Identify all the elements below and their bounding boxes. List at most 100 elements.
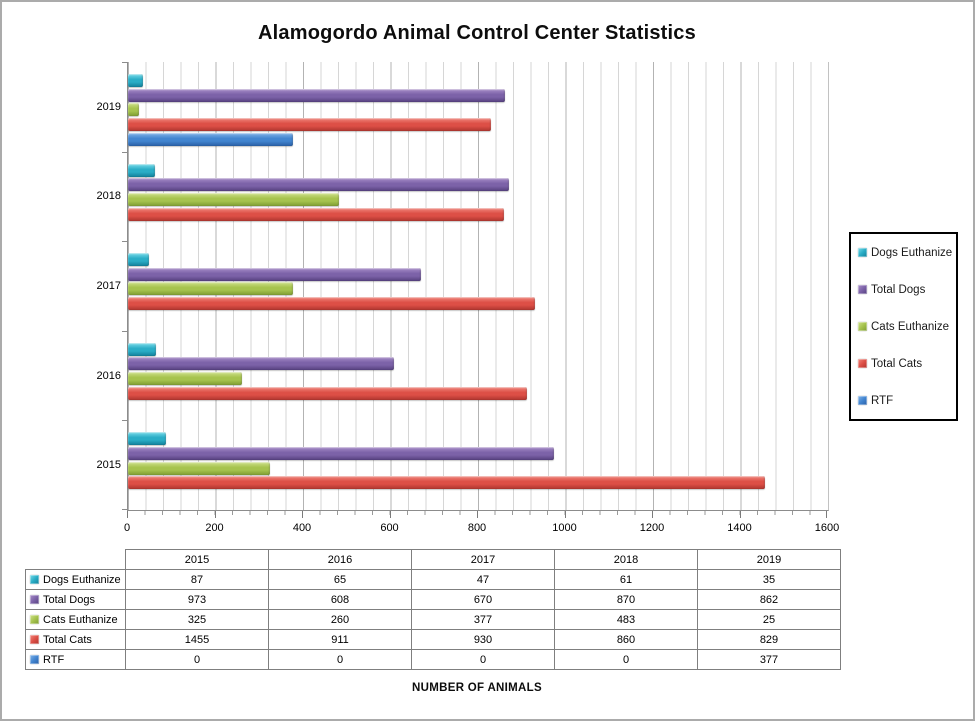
- table-year-header-2015: 2015: [125, 549, 269, 570]
- bar-dogs-euthanize-2016: [128, 342, 157, 356]
- table-cell-total-cats-2015: 1455: [125, 629, 269, 650]
- bar-slot-total-cats-2017: [128, 297, 828, 311]
- row-label-content: RTF: [28, 654, 123, 666]
- chart-title: Alamogordo Animal Control Center Statist…: [258, 22, 696, 44]
- x-axis-title: NUMBER OF ANIMALS: [412, 682, 542, 694]
- table-key-icon-total-cats: [30, 635, 39, 644]
- y-axis-tick: [122, 241, 128, 243]
- bar-slot-rtf-2016: [128, 401, 828, 414]
- y-axis-tick: [122, 330, 128, 332]
- y-axis-tick: [122, 509, 128, 510]
- x-axis-tick-label: 400: [292, 522, 312, 534]
- bar-total-cats-2017: [128, 297, 535, 311]
- bar-total-cats-2018: [128, 207, 505, 221]
- x-axis-major-tick: [564, 511, 566, 518]
- table-cell-dogs-euthanize-2016: 65: [268, 569, 412, 590]
- table-cell-cats-euthanize-2015: 325: [125, 609, 269, 630]
- bar-total-dogs-2019: [128, 88, 506, 102]
- table-key-icon-dogs-euthanize: [30, 575, 39, 584]
- table-cell-dogs-euthanize-2019: 35: [697, 569, 841, 590]
- bar-dogs-euthanize-2018: [128, 163, 155, 177]
- table-row-label-text: Total Dogs: [43, 593, 95, 606]
- bar-slot-total-dogs-2017: [128, 267, 828, 281]
- table-cell-rtf-2016: 0: [268, 649, 412, 670]
- legend-label: RTF: [871, 394, 894, 407]
- legend-item-total-dogs: Total Dogs: [858, 284, 956, 296]
- bar-slot-cats-euthanize-2018: [128, 192, 828, 206]
- bar-cats-euthanize-2018: [128, 192, 340, 206]
- legend-label: Dogs Euthanize: [871, 246, 953, 259]
- legend-label: Total Dogs: [871, 283, 926, 296]
- table-row-total-cats: Total Cats 1455 911 930 860 829: [25, 629, 841, 650]
- table-cell-dogs-euthanize-2017: 47: [411, 569, 555, 590]
- bar-slot-rtf-2018: [128, 222, 828, 235]
- table-year-header-2016: 2016: [268, 549, 412, 570]
- table-row-label-text: RTF: [43, 653, 65, 666]
- table-row-rtf: RTF 0 0 0 0 377: [25, 649, 841, 670]
- table-year-header-2019: 2019: [697, 549, 841, 570]
- table-cell-total-dogs-2018: 870: [554, 589, 698, 610]
- table-row-cats-euthanize: Cats Euthanize 325 260 377 483 25: [25, 609, 841, 630]
- table-cell-total-cats-2019: 829: [697, 629, 841, 650]
- bar-slot-dogs-euthanize-2019: [128, 74, 828, 87]
- x-axis-major-tick: [302, 511, 303, 518]
- y-axis-label-2016: 2016: [96, 369, 121, 382]
- legend-key-icon-dogs-euthanize: [858, 248, 867, 257]
- bar-slot-cats-euthanize-2017: [128, 282, 828, 296]
- x-axis-tick-label: 1000: [552, 522, 577, 534]
- row-label-content: Total Dogs: [28, 594, 123, 606]
- bar-rtf-2019: [128, 132, 293, 146]
- table-cell-rtf-2018: 0: [554, 649, 698, 670]
- y-axis-label-2019: 2019: [96, 100, 121, 113]
- bar-slot-cats-euthanize-2015: [128, 461, 828, 475]
- bar-dogs-euthanize-2019: [128, 74, 144, 87]
- table-header-row: 2015 2016 2017 2018 2019: [26, 549, 841, 570]
- bar-slot-total-cats-2018: [128, 207, 828, 221]
- table-cell-total-dogs-2017: 670: [411, 589, 555, 610]
- legend-key-icon-cats-euthanize: [858, 322, 867, 331]
- bar-slot-total-cats-2016: [128, 386, 828, 400]
- x-axis-major-tick: [214, 511, 216, 518]
- table-cell-total-cats-2016: 911: [268, 629, 412, 650]
- x-axis-major-tick: [389, 511, 391, 518]
- table-row-total-dogs: Total Dogs 973 608 670 870 862: [25, 589, 841, 610]
- bar-group-2017: 2017: [97, 241, 828, 331]
- table-corner-cell: [26, 550, 126, 570]
- table-cell-cats-euthanize-2017: 377: [411, 609, 555, 630]
- table-row-label-text: Total Cats: [43, 633, 92, 646]
- table-cell-total-dogs-2016: 608: [268, 589, 412, 610]
- bar-total-dogs-2018: [128, 178, 509, 192]
- table-row-label-cats-euthanize: Cats Euthanize: [25, 609, 126, 630]
- x-axis-major-tick: [652, 511, 653, 518]
- bar-cats-euthanize-2019: [128, 103, 139, 117]
- table-cell-total-dogs-2019: 862: [697, 589, 841, 610]
- plot-area: 2019 2018 2017 2016 2015: [97, 62, 829, 511]
- y-axis-tick: [122, 62, 128, 63]
- bar-slot-total-cats-2015: [128, 476, 828, 490]
- x-axis-major-tick: [477, 511, 478, 518]
- table-row-label-total-cats: Total Cats: [25, 629, 126, 650]
- bar-slot-rtf-2019: [128, 132, 828, 146]
- x-axis-tick-label: 0: [123, 522, 131, 534]
- legend-key-icon-total-dogs: [858, 285, 867, 294]
- legend-item-cats-euthanize: Cats Euthanize: [858, 321, 956, 333]
- table-row-label-total-dogs: Total Dogs: [25, 589, 126, 610]
- bar-slot-total-dogs-2015: [128, 447, 828, 461]
- table-row-label-rtf: RTF: [25, 649, 126, 670]
- data-table: 2015 2016 2017 2018 2019 Dogs Euthanize 87 65 47…: [25, 549, 841, 670]
- bar-group-2019: 2019: [97, 62, 828, 152]
- legend-item-total-cats: Total Cats: [858, 358, 956, 370]
- table-cell-rtf-2017: 0: [411, 649, 555, 670]
- x-axis-tick-label: 800: [467, 522, 487, 534]
- legend-item-dogs-euthanize: Dogs Euthanize: [858, 247, 956, 259]
- bar-dogs-euthanize-2017: [128, 253, 149, 267]
- x-axis-major-tick: [739, 511, 741, 518]
- y-axis-label-2015: 2015: [96, 459, 121, 472]
- table-year-header-2018: 2018: [554, 549, 698, 570]
- table-key-icon-rtf: [30, 655, 39, 664]
- x-axis-tick-label: 1400: [727, 522, 752, 534]
- row-label-content: Cats Euthanize: [28, 614, 123, 626]
- legend-label: Total Cats: [871, 357, 923, 370]
- bar-slot-dogs-euthanize-2016: [128, 342, 828, 356]
- table-cell-total-cats-2017: 930: [411, 629, 555, 650]
